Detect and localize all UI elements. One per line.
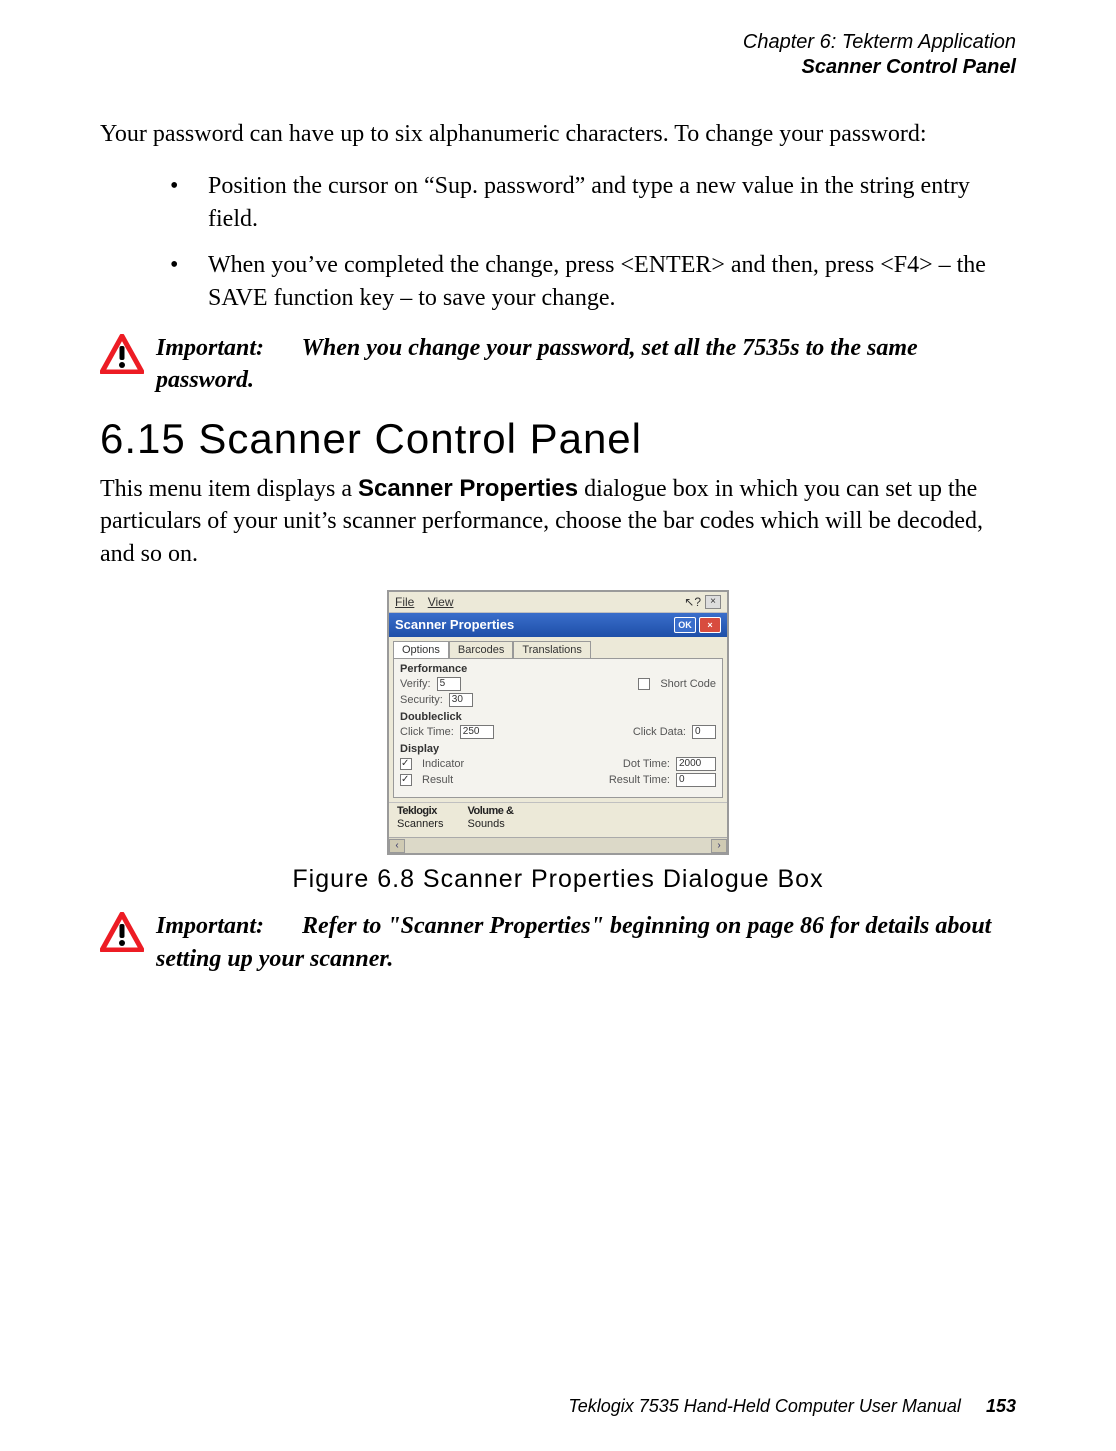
bottom-sounds: Sounds [467,818,513,831]
indicator-label: Indicator [422,758,464,770]
bottom-volume: Volume & [467,805,513,818]
page-number: 153 [986,1396,1016,1416]
security-input[interactable]: 30 [449,693,473,707]
security-label: Security: [400,694,443,706]
bottom-teklogix: Teklogix [397,805,443,818]
tab-barcodes[interactable]: Barcodes [449,641,513,658]
section-heading: 6.15 Scanner Control Panel [100,415,1016,463]
ok-button[interactable]: OK [674,617,696,633]
help-icon[interactable]: ↖? [684,595,701,609]
close-icon[interactable]: × [705,595,721,609]
figure-6-8: File View ↖? × Scanner Properties OK × O… [100,590,1016,855]
result-label: Result [422,774,453,786]
bottom-scanners: Scanners [397,818,443,831]
tab-translations[interactable]: Translations [513,641,591,658]
doubleclick-title: Doubleclick [400,711,716,723]
step-2: When you’ve completed the change, press … [170,249,1016,314]
warning-icon [100,334,144,374]
verify-input[interactable]: 5 [437,677,461,691]
result-checkbox[interactable] [400,774,412,786]
intro-paragraph: Your password can have up to six alphanu… [100,118,1016,150]
important-note-2: Important: Refer to "Scanner Properties"… [100,910,1016,975]
body-bold: Scanner Properties [358,475,578,502]
important-label: Important: [156,332,296,364]
body-pre: This menu item displays a [100,476,358,502]
group-doubleclick: Doubleclick Click Time: 250 Click Data: … [400,711,716,739]
section-line: Scanner Control Panel [100,55,1016,80]
menu-view[interactable]: View [428,595,454,609]
shortcode-checkbox[interactable] [638,678,650,690]
figure-caption: Figure 6.8 Scanner Properties Dialogue B… [100,865,1016,894]
chapter-line: Chapter 6: Tekterm Application [100,30,1016,55]
indicator-checkbox[interactable] [400,758,412,770]
dialog-tabs: Options Barcodes Translations [389,637,727,658]
clicktime-input[interactable]: 250 [460,725,494,739]
dialog-scrollbar[interactable]: ‹ › [389,837,727,853]
tab-options[interactable]: Options [393,641,449,658]
scanner-properties-dialog: File View ↖? × Scanner Properties OK × O… [387,590,729,855]
group-display: Display Indicator Dot Time: 2000 Result … [400,743,716,787]
dialog-bottom-icons: Teklogix Scanners Volume & Sounds [389,802,727,837]
scroll-left-icon[interactable]: ‹ [389,839,405,853]
dottime-label: Dot Time: [623,758,670,770]
clickdata-input[interactable]: 0 [692,725,716,739]
shortcode-label: Short Code [660,678,716,690]
page-footer: Teklogix 7535 Hand-Held Computer User Ma… [568,1396,1016,1417]
footer-text: Teklogix 7535 Hand-Held Computer User Ma… [568,1396,961,1416]
dialog-title: Scanner Properties [395,617,514,632]
display-title: Display [400,743,716,755]
important-label-2: Important: [156,910,296,942]
section-body: This menu item displays a Scanner Proper… [100,473,1016,570]
resulttime-input[interactable]: 0 [676,773,716,787]
menu-file[interactable]: File [395,595,414,609]
dialog-menubar: File View ↖? × [389,592,727,613]
clickdata-label: Click Data: [633,726,686,738]
group-performance: Performance Verify: 5 Short Code Securit… [400,663,716,707]
dialog-titlebar: Scanner Properties OK × [389,613,727,637]
warning-icon [100,912,144,952]
verify-label: Verify: [400,678,431,690]
window-close-button[interactable]: × [699,617,721,633]
scroll-right-icon[interactable]: › [711,839,727,853]
important-note-1: Important: When you change your password… [100,332,1016,397]
steps-list: Position the cursor on “Sup. password” a… [170,170,1016,314]
step-1: Position the cursor on “Sup. password” a… [170,170,1016,235]
performance-title: Performance [400,663,716,675]
dottime-input[interactable]: 2000 [676,757,716,771]
dialog-body: Performance Verify: 5 Short Code Securit… [393,658,723,798]
resulttime-label: Result Time: [609,774,670,786]
page-header: Chapter 6: Tekterm Application Scanner C… [100,30,1016,80]
clicktime-label: Click Time: [400,726,454,738]
